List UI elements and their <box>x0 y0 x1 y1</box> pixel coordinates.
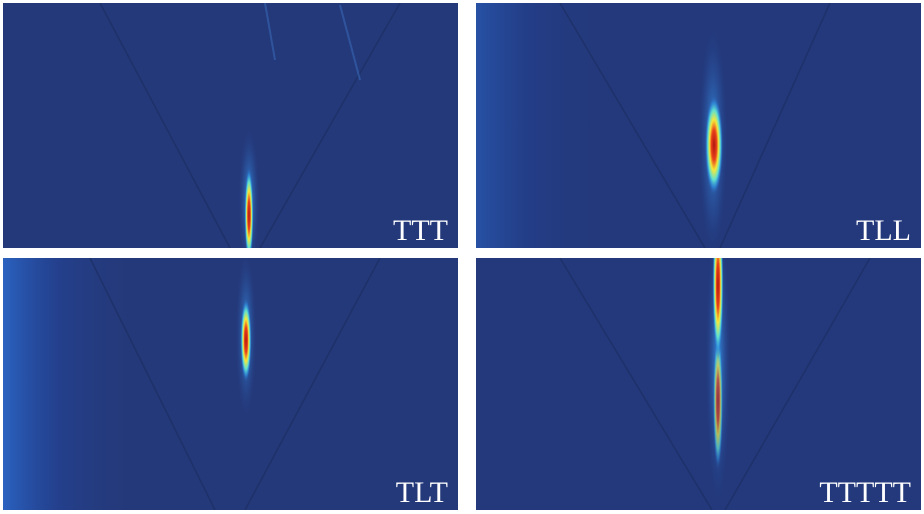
panel-label: TTTTT <box>819 476 911 509</box>
panel-label: TLT <box>396 476 448 509</box>
panel-label: TLL <box>856 214 911 247</box>
panel-tll: TLL <box>476 3 921 248</box>
panel-label: TTT <box>393 214 448 247</box>
panel-ttttt: TTTTT <box>476 258 921 510</box>
panel-tlt: TLT <box>3 258 458 510</box>
panel-ttt: TTT <box>3 3 458 248</box>
